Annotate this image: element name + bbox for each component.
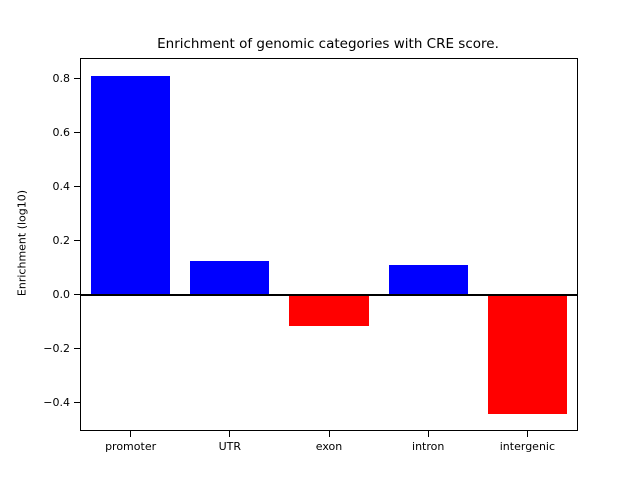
y-tick-label: 0.4 bbox=[52, 179, 71, 193]
zero-baseline bbox=[81, 293, 577, 296]
bar-intron bbox=[388, 265, 468, 295]
y-tick-label: −0.2 bbox=[43, 341, 70, 355]
bar-promoter bbox=[90, 75, 171, 295]
x-tick bbox=[427, 431, 429, 437]
bar-exon bbox=[289, 294, 369, 326]
bar-intergenic bbox=[487, 294, 568, 414]
y-tick bbox=[74, 186, 80, 188]
y-tick bbox=[74, 402, 80, 404]
y-tick bbox=[74, 240, 80, 242]
y-tick-label: 0.8 bbox=[52, 71, 71, 85]
y-tick-label: 0.6 bbox=[52, 125, 71, 139]
x-tick-label-UTR: UTR bbox=[218, 440, 241, 453]
x-tick bbox=[229, 431, 231, 437]
x-tick bbox=[328, 431, 330, 437]
x-tick-label-intron: intron bbox=[412, 440, 445, 453]
x-tick bbox=[130, 431, 132, 437]
y-tick-label: −0.4 bbox=[43, 395, 70, 409]
x-tick-label-intergenic: intergenic bbox=[499, 440, 556, 453]
bar-UTR bbox=[190, 261, 270, 295]
x-tick-label-promoter: promoter bbox=[105, 440, 157, 453]
y-tick bbox=[74, 348, 80, 350]
y-tick bbox=[74, 78, 80, 80]
x-tick bbox=[526, 431, 528, 437]
y-tick bbox=[74, 132, 80, 134]
y-tick bbox=[74, 294, 80, 296]
y-tick-label: 0.0 bbox=[52, 287, 71, 301]
x-tick-label-exon: exon bbox=[315, 440, 343, 453]
chart-title: Enrichment of genomic categories with CR… bbox=[157, 36, 499, 52]
plot-area: −0.4 −0.2 0.0 0.2 0.4 0.6 0.8 promoter UTR exon in… bbox=[43, 58, 578, 453]
y-tick-label: 0.2 bbox=[52, 233, 71, 247]
